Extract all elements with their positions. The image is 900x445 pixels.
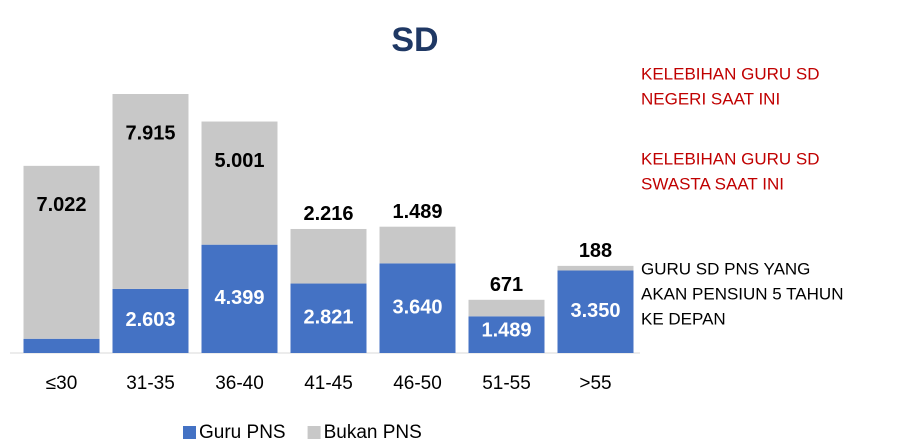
data-label: 5.001: [214, 150, 264, 172]
legend-label: Guru PNS: [199, 422, 286, 443]
x-tick-label: 51-55: [482, 373, 531, 394]
bar-segment: [23, 165, 100, 339]
data-label: 188: [579, 240, 612, 262]
bar-segment: [468, 299, 545, 317]
x-tick-label: 36-40: [215, 373, 264, 394]
bar-segment: [201, 121, 278, 245]
x-tick-label: 46-50: [393, 373, 442, 394]
data-label: 2.603: [125, 309, 175, 331]
x-tick-label: ≤30: [46, 373, 78, 394]
data-label: 2.216: [303, 203, 353, 225]
annotation: KELEBIHAN GURU SD: [641, 149, 820, 168]
data-label: 4.399: [214, 287, 264, 309]
bar-segment: [468, 316, 545, 353]
annotation: GURU SD PNS YANG: [641, 259, 810, 278]
x-tick-label: >55: [579, 373, 611, 394]
data-label: 7.915: [125, 122, 175, 144]
bar-segment: [379, 226, 456, 264]
chart-title: SD: [391, 21, 438, 59]
legend-swatch: [183, 426, 196, 439]
bar-segment: [557, 265, 634, 271]
bar-segment: [23, 338, 100, 353]
bar-segment: [290, 283, 367, 353]
legend-label: Bukan PNS: [324, 422, 422, 443]
annotation: KE DEPAN: [641, 309, 726, 328]
data-label: 3.350: [570, 300, 620, 322]
x-tick-label: 31-35: [126, 373, 175, 394]
bar-segment: [112, 288, 189, 353]
annotation: KELEBIHAN GURU SD: [641, 64, 820, 83]
bar-segment: [201, 244, 278, 353]
data-label: 7.022: [36, 194, 86, 216]
bar-segment: [379, 263, 456, 353]
bar-segment: [112, 94, 189, 289]
data-label: 671: [490, 274, 523, 296]
bar-segment: [557, 270, 634, 353]
data-label: 1.489: [392, 201, 442, 223]
x-tick-label: 41-45: [304, 373, 353, 394]
data-label: 1.489: [481, 319, 531, 341]
annotation: NEGERI SAAT INI: [641, 89, 780, 108]
data-label: 3.640: [392, 296, 442, 318]
data-label: 2.821: [303, 307, 353, 329]
bar-segment: [290, 228, 367, 284]
annotation: AKAN PENSIUN 5 TAHUN: [641, 284, 843, 303]
legend-swatch: [307, 426, 321, 439]
annotation: SWASTA SAAT INI: [641, 174, 784, 193]
